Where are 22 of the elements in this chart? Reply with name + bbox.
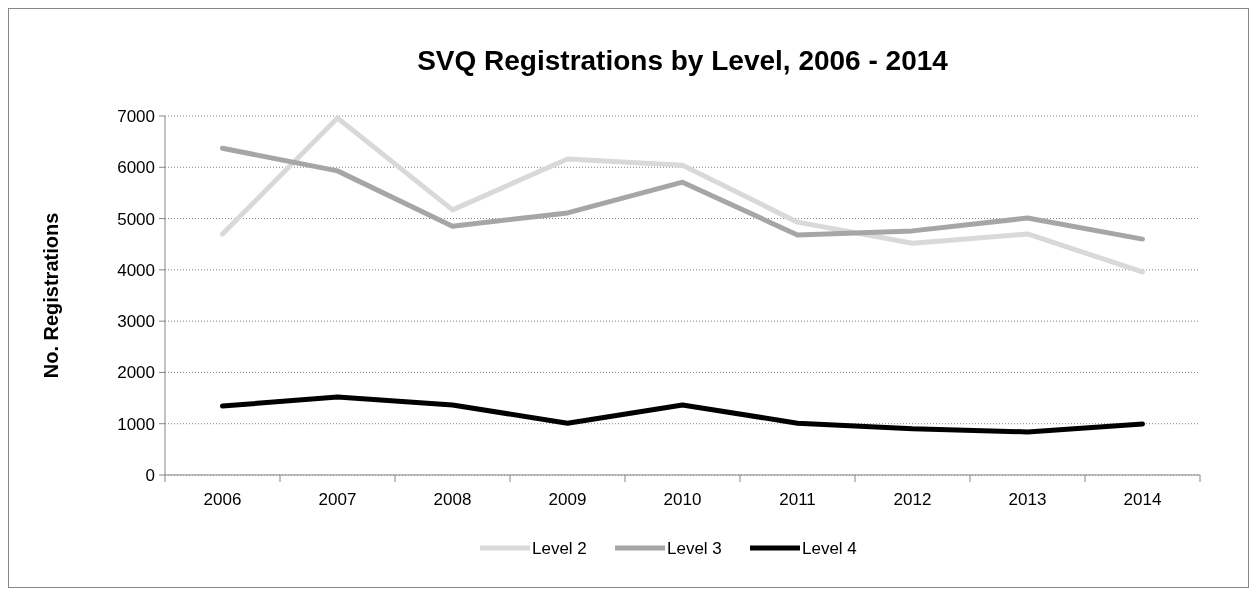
y-tick-label: 2000	[117, 363, 155, 383]
y-axis-title: No. Registrations	[40, 212, 62, 379]
x-tick-label: 2013	[1008, 490, 1047, 509]
y-tick-label: 0	[145, 465, 155, 485]
y-tick-label: 7000	[117, 106, 155, 126]
x-tick-label: 2006	[203, 490, 242, 509]
x-tick-label: 2012	[893, 490, 932, 509]
x-tick-label: 2008	[433, 490, 472, 509]
x-tick-label: 2010	[663, 490, 702, 509]
y-tick-label: 3000	[117, 312, 155, 332]
x-tick-label: 2009	[548, 490, 587, 509]
x-tick-label: 2007	[318, 490, 357, 509]
legend-label: Level 3	[667, 538, 722, 558]
y-tick-label: 5000	[117, 209, 155, 229]
chart-title: SVQ Registrations by Level, 2006 - 2014	[417, 45, 949, 76]
x-tick-label: 2014	[1123, 490, 1162, 509]
y-tick-label: 4000	[117, 260, 155, 280]
y-tick-label: 6000	[117, 158, 155, 178]
y-tick-label: 1000	[117, 414, 155, 434]
legend-label: Level 4	[802, 538, 857, 558]
legend-label: Level 2	[532, 538, 587, 558]
x-tick-label: 2011	[779, 490, 816, 509]
